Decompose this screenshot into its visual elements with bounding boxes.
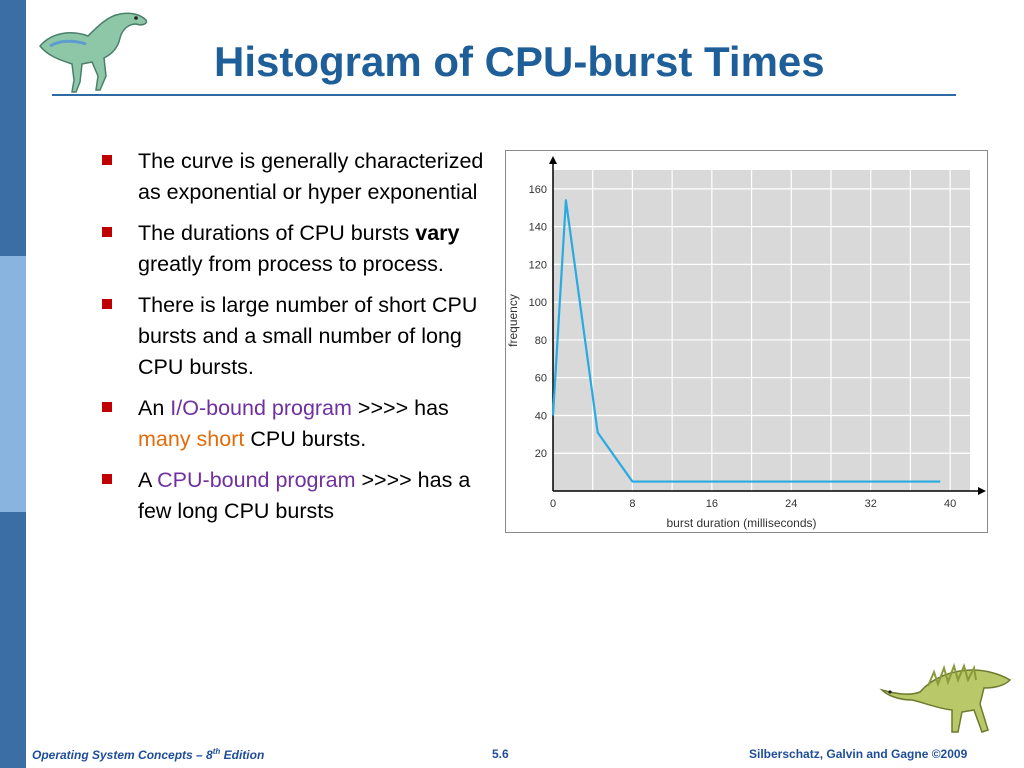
dinosaur-icon: [879, 662, 1012, 733]
side-bar-bottom: [0, 512, 26, 768]
bullet-text: >>>> has: [351, 396, 449, 420]
bullet-item: A CPU-bound program >>>> has a few long …: [102, 465, 494, 527]
x-tick-label: 0: [550, 498, 556, 510]
bullet-text: vary: [415, 221, 460, 245]
x-tick-label: 32: [865, 498, 877, 510]
y-tick-label: 60: [535, 373, 547, 385]
bullet-list: The curve is generally characterized as …: [102, 146, 494, 537]
series-line: [551, 199, 941, 483]
side-bar-middle: [0, 256, 26, 512]
bullet-item: There is large number of short CPU burst…: [102, 290, 494, 383]
footer-course: Operating System Concepts – 8th Edition: [32, 747, 264, 762]
bullet-marker-icon: [102, 227, 112, 237]
y-axis-arrow-icon: [549, 156, 557, 164]
bullet-text: I/O-bound program: [170, 396, 352, 420]
y-tick-label: 40: [535, 410, 547, 422]
y-tick-label: 80: [535, 335, 547, 347]
bullet-marker-icon: [102, 474, 112, 484]
footer-course-main: Operating System Concepts – 8: [32, 748, 213, 762]
bullet-text: An: [138, 396, 171, 420]
footer-copyright: Silberschatz, Galvin and Gagne ©2009: [749, 747, 968, 761]
x-tick-label: 40: [944, 498, 956, 510]
bullet-item: An I/O-bound program >>>> has many short…: [102, 393, 494, 455]
x-axis-arrow-icon: [978, 487, 986, 495]
bullet-marker-icon: [102, 155, 112, 165]
y-tick-label: 120: [529, 259, 547, 271]
bullet-text: A: [138, 468, 158, 492]
x-tick-label: 8: [629, 498, 635, 510]
bullet-text: greatly from process to process.: [138, 252, 444, 276]
footer-course-tail: Edition: [220, 748, 265, 762]
footer-course-sup: th: [212, 747, 221, 756]
y-tick-label: 20: [535, 448, 547, 460]
x-axis-label: burst duration (milliseconds): [666, 516, 816, 530]
cpu-burst-histogram-chart: 20 40 60 80 100 120 140 160 0 8 16 24 32 40 burst dura…: [506, 156, 986, 530]
x-tick-label: 16: [706, 498, 718, 510]
y-axis-label: frequency: [506, 294, 520, 347]
plot-background: [553, 170, 970, 491]
y-tick-label: 100: [529, 297, 547, 309]
bullet-text: There is large number of short CPU burst…: [138, 293, 478, 379]
bullet-text: CPU-bound program: [157, 468, 356, 492]
x-tick-label: 24: [785, 498, 797, 510]
bullet-text: >>>> has a few long CPU bursts: [138, 468, 471, 523]
side-bar-top: [0, 0, 26, 256]
footer-page-number: 5.6: [492, 747, 509, 761]
bullet-text: The curve is generally characterized as …: [138, 149, 484, 204]
bullet-marker-icon: [102, 299, 112, 309]
bullet-text: many short: [138, 427, 245, 451]
bullet-item: The durations of CPU bursts vary greatly…: [102, 218, 494, 280]
title-divider: [52, 94, 956, 96]
bullet-text: The durations of CPU bursts: [138, 221, 416, 245]
dinosaur-icon: [39, 12, 148, 93]
bullet-text: CPU bursts.: [244, 427, 367, 451]
y-tick-label: 140: [529, 222, 547, 234]
bullet-item: The curve is generally characterized as …: [102, 146, 494, 208]
y-tick-label: 160: [529, 184, 547, 196]
slide-title: Histogram of CPU-burst Times: [214, 38, 825, 85]
bullet-marker-icon: [102, 402, 112, 412]
